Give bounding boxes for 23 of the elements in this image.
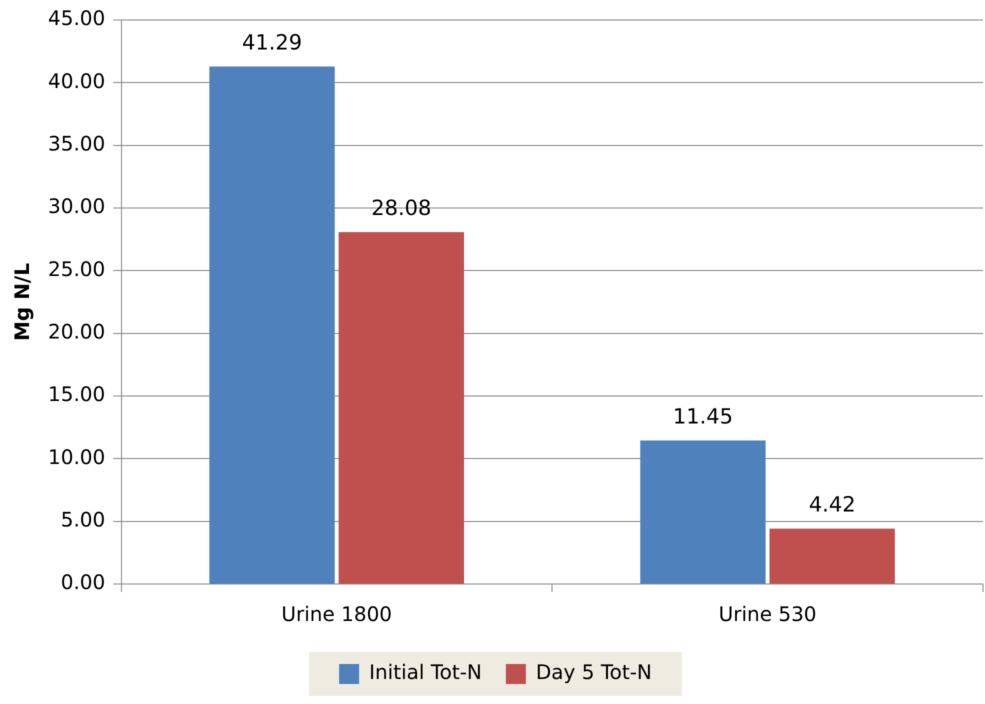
y-tick-label: 5.00 <box>60 508 106 532</box>
data-label: 28.08 <box>371 196 432 220</box>
y-tick-label: 25.00 <box>48 256 106 281</box>
data-label: 11.45 <box>672 404 733 428</box>
y-tick-label: 20.00 <box>48 320 106 344</box>
bar <box>640 440 766 584</box>
bar <box>338 232 464 584</box>
y-tick-label: 35.00 <box>48 132 106 156</box>
data-label: 4.42 <box>808 492 856 517</box>
y-tick-label: 15.00 <box>48 382 106 406</box>
data-label: 41.29 <box>242 30 302 54</box>
y-tick-label: 30.00 <box>48 194 106 218</box>
y-tick-label: 10.00 <box>48 444 106 469</box>
bar <box>770 528 895 584</box>
x-tick-label: Urine 1800 <box>281 602 392 626</box>
y-tick-label: 40.00 <box>48 68 106 93</box>
bar <box>209 66 335 584</box>
y-axis-title: Mg N/L <box>10 262 34 341</box>
x-tick-label: Urine 530 <box>718 602 817 626</box>
y-tick-label: 45.00 <box>48 6 106 30</box>
y-tick-label: 0.00 <box>60 570 106 594</box>
legend-label: Day 5 Tot-N <box>536 660 652 684</box>
legend-label: Initial Tot-N <box>369 660 482 684</box>
